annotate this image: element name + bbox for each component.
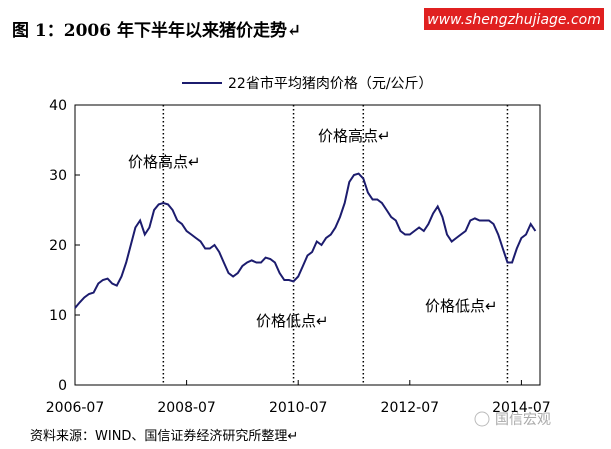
x-tick-label: 2012-07 — [381, 400, 440, 416]
annotation: 价格高点↵ — [128, 153, 201, 171]
y-tick-label: 20 — [49, 238, 67, 254]
watermark-bottom: 国信宏观 — [495, 412, 551, 428]
legend-label: 22省市平均猪肉价格（元/公斤） — [228, 75, 433, 92]
watermark-bg — [424, 8, 604, 30]
annotation: 价格低点↵ — [256, 312, 329, 330]
x-tick-label: 2014-07 — [492, 400, 551, 416]
annotation: 价格低点↵ — [425, 297, 498, 315]
plot-frame — [74, 104, 541, 386]
x-tick-label: 2008-07 — [157, 400, 216, 416]
x-tick-label: 2010-07 — [269, 400, 328, 416]
y-tick-label: 30 — [49, 168, 67, 184]
chart-title: 图 1：2006 年下半年以来猪价走势↵ — [12, 20, 301, 41]
y-tick-label: 10 — [49, 308, 67, 324]
x-tick-label: 2006-07 — [46, 400, 105, 416]
annotation: 价格高点↵ — [318, 127, 391, 145]
y-tick-label: 40 — [49, 98, 67, 114]
watermark: www.shengzhujiage.com — [427, 12, 601, 28]
watermark-icon — [474, 411, 490, 427]
line-series — [74, 172, 537, 309]
source: 资料来源：WIND、国信证券经济研究所整理↵ — [30, 428, 298, 444]
y-tick-label: 0 — [58, 378, 67, 394]
